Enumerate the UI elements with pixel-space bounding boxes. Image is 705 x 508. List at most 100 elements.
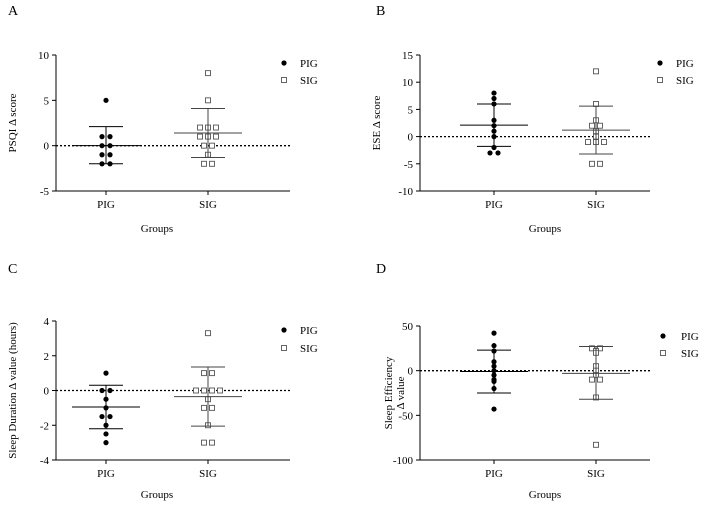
data-point-sig <box>193 387 199 394</box>
y-tick-label: 0 <box>44 386 50 398</box>
data-point-sig <box>201 404 207 411</box>
data-point-pig <box>491 330 497 336</box>
y-tick-label: 2 <box>44 351 50 363</box>
y-tick-label: -10 <box>398 186 413 198</box>
legend-marker-sig <box>660 350 666 356</box>
data-point-sig <box>205 70 211 77</box>
data-point-sig <box>201 142 207 149</box>
legend-marker-pig <box>281 60 287 66</box>
y-axis-title-line: Sleep Efficiency <box>383 356 395 429</box>
data-point-sig <box>197 124 203 131</box>
data-point-sig <box>597 122 603 129</box>
x-axis-title: Groups <box>141 223 173 235</box>
y-tick-label: -2 <box>40 420 49 432</box>
legend-marker-sig <box>281 77 287 83</box>
data-point-pig <box>103 370 109 376</box>
legend-label: SIG <box>300 343 318 355</box>
chart-panel-d: D -100 -50 0 50 PIG SIG Groups Sleep Efficiency Δ… <box>376 262 699 501</box>
y-tick-label: 0 <box>44 141 50 153</box>
legend-label: PIG <box>676 58 694 70</box>
x-tick-label: PIG <box>97 199 115 211</box>
x-tick-label: SIG <box>199 199 217 211</box>
data-point-sig <box>209 404 215 411</box>
data-point-sig <box>209 160 215 167</box>
panel-letter: B <box>376 4 385 19</box>
legend-marker-pig <box>657 60 663 66</box>
legend-label: SIG <box>676 75 694 87</box>
x-axis-title: Groups <box>529 489 561 501</box>
data-point-sig <box>597 160 603 167</box>
data-point-pig <box>487 150 493 156</box>
legend-label: PIG <box>681 331 699 343</box>
y-tick-label: -100 <box>393 455 414 467</box>
data-point-sig <box>593 441 599 448</box>
legend-label: PIG <box>300 325 318 337</box>
y-tick-label: 10 <box>402 77 414 89</box>
data-point-pig <box>107 413 113 420</box>
data-point-sig <box>601 139 607 145</box>
data-point-pig <box>107 387 113 394</box>
data-point-sig <box>201 387 207 394</box>
data-point-sig <box>213 124 219 131</box>
y-axis-title: PSQI Δ score <box>7 93 19 152</box>
y-axis-title: Sleep Duration Δ value (hours) <box>7 322 19 459</box>
data-point-sig <box>197 133 203 140</box>
x-tick-label: PIG <box>485 468 503 480</box>
data-point-pig <box>107 134 113 140</box>
data-point-sig <box>217 387 223 394</box>
data-point-pig <box>103 431 109 437</box>
y-axis-title: ESE Δ score <box>371 96 383 151</box>
y-tick-label: 0 <box>408 366 414 378</box>
y-tick-label: -5 <box>404 159 414 171</box>
x-tick-label: SIG <box>199 468 217 480</box>
y-tick-label: -50 <box>398 410 413 422</box>
data-point-sig <box>209 387 215 394</box>
legend-label: SIG <box>300 75 318 87</box>
data-point-pig <box>103 440 109 446</box>
data-point-sig <box>209 439 215 446</box>
data-point-pig <box>107 152 113 158</box>
y-tick-label: 5 <box>44 95 50 107</box>
x-tick-label: PIG <box>97 468 115 480</box>
data-point-sig <box>205 97 211 104</box>
panel-letter: A <box>8 4 19 19</box>
legend-marker-sig <box>657 77 663 83</box>
data-point-sig <box>597 376 603 383</box>
data-point-sig <box>201 370 207 377</box>
y-tick-label: 50 <box>402 321 414 333</box>
data-point-sig <box>589 160 595 167</box>
data-point-sig <box>201 439 207 446</box>
legend-label: SIG <box>681 348 699 360</box>
y-tick-label: 10 <box>38 50 50 62</box>
data-point-sig <box>585 139 591 145</box>
data-point-pig <box>99 152 105 158</box>
x-axis-title: Groups <box>141 489 173 501</box>
legend-label: PIG <box>300 58 318 70</box>
panel-letter: C <box>8 262 17 277</box>
legend-marker-pig <box>660 333 666 339</box>
data-point-pig <box>491 95 497 102</box>
data-point-pig <box>495 150 501 156</box>
x-axis-title: Groups <box>529 223 561 235</box>
data-point-pig <box>99 413 105 420</box>
data-point-pig <box>491 343 497 349</box>
y-tick-label: -4 <box>40 455 50 467</box>
y-tick-label: 0 <box>408 132 414 144</box>
legend-marker-pig <box>281 327 287 333</box>
data-point-sig <box>593 68 599 75</box>
data-point-sig <box>209 370 215 377</box>
x-tick-label: SIG <box>587 468 605 480</box>
chart-panel-a: A -5 0 5 10 PIG SIG Groups PSQI Δ score PIG SIG <box>7 4 318 235</box>
x-tick-label: SIG <box>587 199 605 211</box>
y-tick-label: 5 <box>408 104 414 116</box>
data-point-sig <box>209 142 215 149</box>
data-point-pig <box>99 134 105 140</box>
data-point-pig <box>491 406 497 412</box>
data-point-sig <box>589 122 595 129</box>
legend-marker-sig <box>281 345 287 351</box>
y-axis-title-line: Δ value <box>395 376 407 409</box>
data-point-sig <box>205 330 211 337</box>
chart-panel-c: C -4 -2 0 2 4 PIG SIG Groups Sleep Duration Δ val… <box>7 262 318 501</box>
data-point-sig <box>213 133 219 140</box>
